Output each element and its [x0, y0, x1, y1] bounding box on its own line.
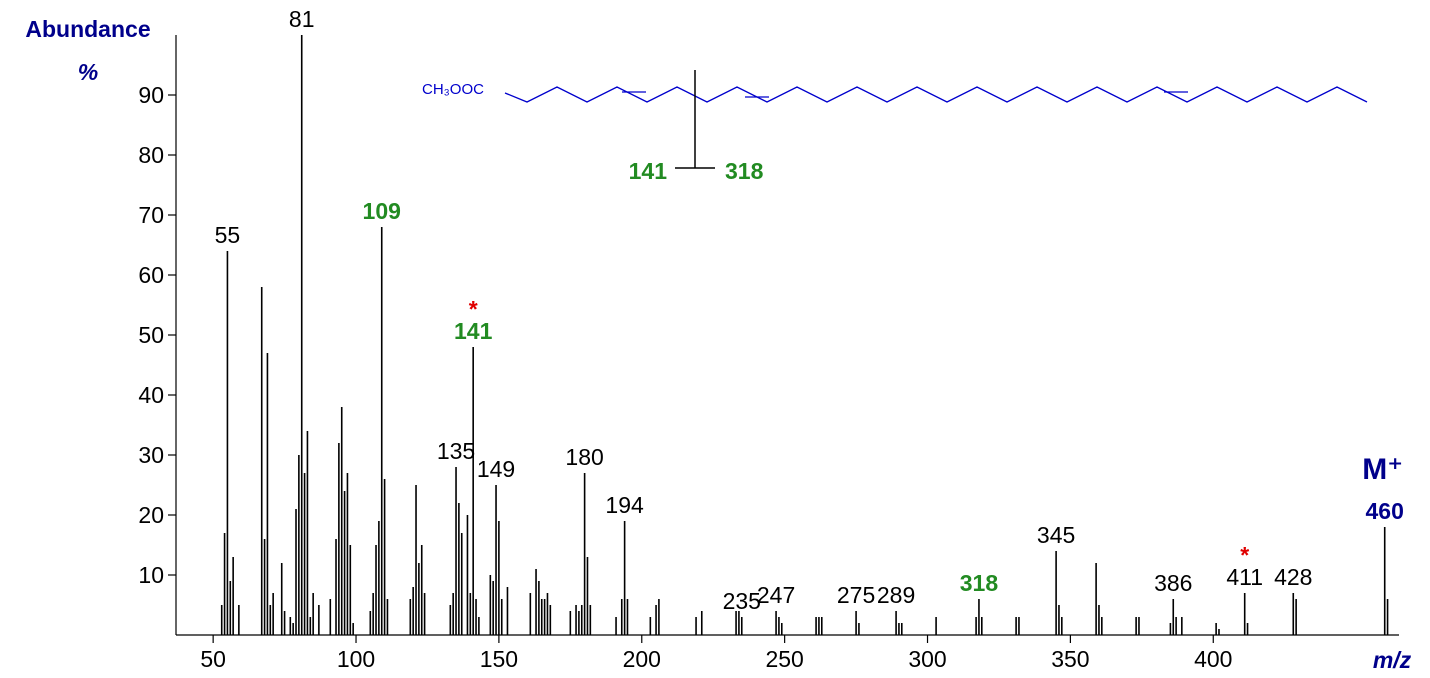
- peak-label: 318: [960, 570, 999, 596]
- y-tick-label: 30: [138, 442, 164, 468]
- x-tick-label: 300: [908, 646, 946, 672]
- x-tick-label: 100: [337, 646, 375, 672]
- fragment-label: 318: [725, 158, 764, 184]
- peak-label: 109: [363, 198, 401, 224]
- peak-label: 135: [437, 438, 475, 464]
- fragment-label: 141: [629, 158, 668, 184]
- peak-label: 386: [1154, 570, 1192, 596]
- y-tick-label: 40: [138, 382, 164, 408]
- x-tick-label: 150: [480, 646, 518, 672]
- x-axis-title: m/z: [1373, 647, 1412, 673]
- peak-label: 275: [837, 582, 875, 608]
- peak-label: 235: [723, 588, 761, 614]
- x-tick-label: 400: [1194, 646, 1232, 672]
- y-tick-label: 50: [138, 322, 164, 348]
- peak-label: 411: [1226, 564, 1263, 590]
- y-tick-label: 80: [138, 142, 164, 168]
- structure-formula: CH₃OOC: [422, 81, 484, 98]
- peak-label: 55: [215, 222, 241, 248]
- y-tick-label: 20: [138, 502, 164, 528]
- asterisk: *: [469, 296, 478, 322]
- peak-label: 180: [565, 444, 603, 470]
- x-tick-label: 50: [200, 646, 226, 672]
- structure: CH₃OOC 141 318: [422, 70, 1368, 184]
- x-tick-label: 200: [623, 646, 661, 672]
- peak-label: 141: [454, 318, 493, 344]
- y-tick-label: 10: [138, 562, 164, 588]
- peak-label: 247: [757, 582, 795, 608]
- y-axis-unit: %: [78, 59, 98, 85]
- y-tick-label: 70: [138, 202, 164, 228]
- y-tick-label: 90: [138, 82, 164, 108]
- peak-label: 345: [1037, 522, 1075, 548]
- carbon-chain: [504, 86, 1368, 103]
- peak-label: 149: [477, 456, 515, 482]
- molecular-ion-label: M⁺: [1362, 453, 1403, 486]
- x-tick-label: 250: [765, 646, 803, 672]
- y-axis-title: Abundance: [25, 16, 150, 42]
- peak-label: 460: [1366, 498, 1404, 524]
- peak-label: 428: [1274, 564, 1312, 590]
- peak-label: 194: [605, 492, 644, 518]
- peak-label: 81: [289, 6, 315, 32]
- peak-label: 289: [877, 582, 915, 608]
- x-tick-label: 350: [1051, 646, 1089, 672]
- asterisk: *: [1240, 542, 1249, 568]
- y-tick-label: 60: [138, 262, 164, 288]
